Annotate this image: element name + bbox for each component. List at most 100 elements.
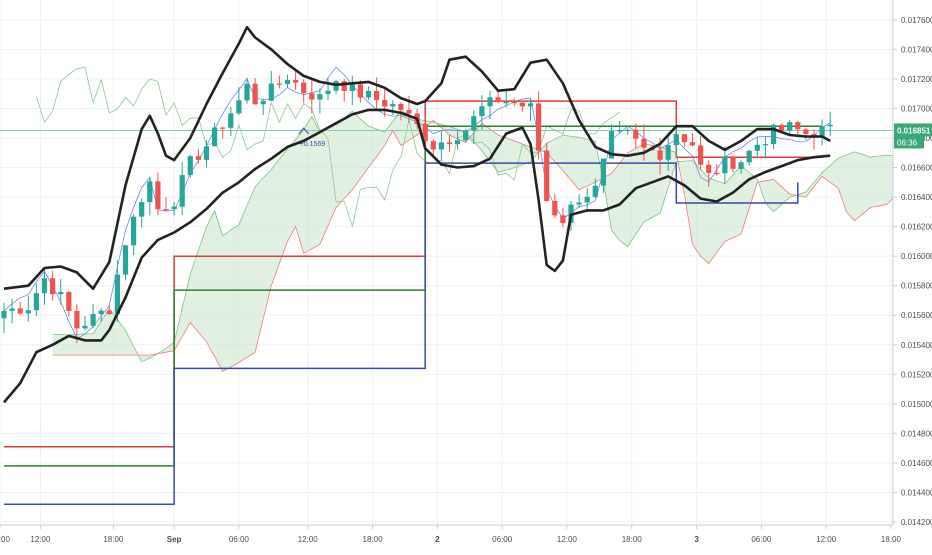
x-tick-label: Sep xyxy=(167,535,182,544)
candle-body xyxy=(770,124,777,145)
candle-body xyxy=(519,102,525,107)
candle-body xyxy=(608,131,615,159)
candle-body xyxy=(293,79,299,83)
candle-body xyxy=(276,83,282,85)
candle-body xyxy=(552,200,558,216)
candle-body xyxy=(479,106,485,117)
countdown-label: 06:36 xyxy=(897,138,918,147)
candle-body xyxy=(746,150,752,163)
candle-body xyxy=(17,308,23,314)
y-tick-label: 0.017400 xyxy=(901,45,932,54)
price-tag xyxy=(894,123,932,137)
candle-body xyxy=(527,103,534,107)
annotation-arrow xyxy=(298,127,310,135)
candle-body xyxy=(544,150,550,201)
bollinger-upper xyxy=(3,25,831,291)
candle-body xyxy=(487,97,493,107)
x-tick-label: 18:00 xyxy=(622,535,643,544)
candle-body xyxy=(657,150,663,160)
candle-body xyxy=(1,310,7,319)
candle-body xyxy=(236,100,242,114)
candle-body xyxy=(560,215,566,224)
countdown-tag xyxy=(894,136,924,149)
candle-body xyxy=(187,156,193,176)
candle-body xyxy=(382,100,388,107)
x-tick-label: 18:00 xyxy=(103,535,124,544)
candle-body xyxy=(244,83,250,101)
x-tick-label: 18:00 xyxy=(0,535,11,544)
bollinger-lower xyxy=(3,108,831,404)
x-tick-label: 12:00 xyxy=(557,535,578,544)
candle-body xyxy=(463,130,469,141)
candle-body xyxy=(633,129,639,139)
candle-body xyxy=(738,162,744,169)
candle-body xyxy=(349,84,355,92)
candle-body xyxy=(576,202,582,205)
candle-body xyxy=(171,206,177,210)
candle-body xyxy=(82,325,88,329)
candle-body xyxy=(74,310,80,329)
y-tick-label: 0.014400 xyxy=(901,489,932,498)
y-tick-label: 0.014600 xyxy=(901,459,932,468)
candle-body xyxy=(819,126,825,138)
candle-body xyxy=(827,124,833,127)
candle-body xyxy=(90,314,96,326)
y-tick-label: 0.015600 xyxy=(901,311,932,320)
candle-body xyxy=(9,308,15,311)
candle-body xyxy=(228,113,234,128)
y-tick-label: 0.017000 xyxy=(901,104,932,113)
candle-body xyxy=(625,129,631,131)
candle-body xyxy=(155,181,161,210)
candle-body xyxy=(641,138,647,148)
x-tick-label: 18:00 xyxy=(881,535,902,544)
candle-body xyxy=(301,82,307,94)
candle-body xyxy=(203,146,210,160)
candle-body xyxy=(147,181,153,203)
candle-body xyxy=(50,278,56,295)
candle-body xyxy=(681,134,687,143)
candle-body xyxy=(122,245,129,275)
y-axis: 0.014200 0.014400 0.014600 0.014800 0.015000… xyxy=(892,0,932,550)
candle-body xyxy=(252,83,258,105)
candle-body xyxy=(754,144,760,151)
y-tick-label: 0.016000 xyxy=(901,252,932,261)
candle-body xyxy=(33,293,39,311)
candle-body xyxy=(706,164,712,173)
x-tick-label: 06:00 xyxy=(229,535,250,544)
candle-body xyxy=(689,142,696,146)
y-tick-label: 0.014200 xyxy=(901,518,932,527)
candle-body xyxy=(438,142,444,150)
candle-body xyxy=(357,84,363,98)
y-tick-label: 0.017200 xyxy=(901,75,932,84)
y-axis-bg xyxy=(893,0,932,550)
candle-body xyxy=(284,79,291,85)
candle-body xyxy=(260,100,266,105)
x-tick-label: 18:00 xyxy=(363,535,384,544)
level-line-blue xyxy=(4,162,799,506)
candle-body xyxy=(163,209,169,211)
level-lines xyxy=(0,100,893,506)
candle-body xyxy=(730,156,736,169)
price-tag-label: 0.016851 xyxy=(897,126,931,135)
y-tick-label: 0.014800 xyxy=(901,429,932,438)
chikou-span xyxy=(36,66,620,228)
candle-body xyxy=(803,129,809,135)
candle-body xyxy=(422,123,428,142)
candle-body xyxy=(722,156,728,174)
candle-body xyxy=(268,83,274,101)
candle-body xyxy=(779,124,785,131)
x-tick-label: 2 xyxy=(435,535,440,544)
y-tick-label: 0.015800 xyxy=(901,282,932,291)
y-tick-label: 0.015400 xyxy=(901,341,932,350)
annotation-label: +0.1569 xyxy=(300,141,326,148)
candle-body xyxy=(714,172,720,175)
x-tick-label: 3 xyxy=(694,535,699,544)
x-tick-label: 06:00 xyxy=(751,535,772,544)
x-axis: 18:00 12:00 18:00 Sep 06:00 12:00 18:00 2 06:00 1… xyxy=(0,524,932,550)
level-line-green xyxy=(4,125,823,467)
candle-body xyxy=(600,158,606,186)
x-tick-label: 12:00 xyxy=(816,535,837,544)
candle-body xyxy=(795,122,801,130)
